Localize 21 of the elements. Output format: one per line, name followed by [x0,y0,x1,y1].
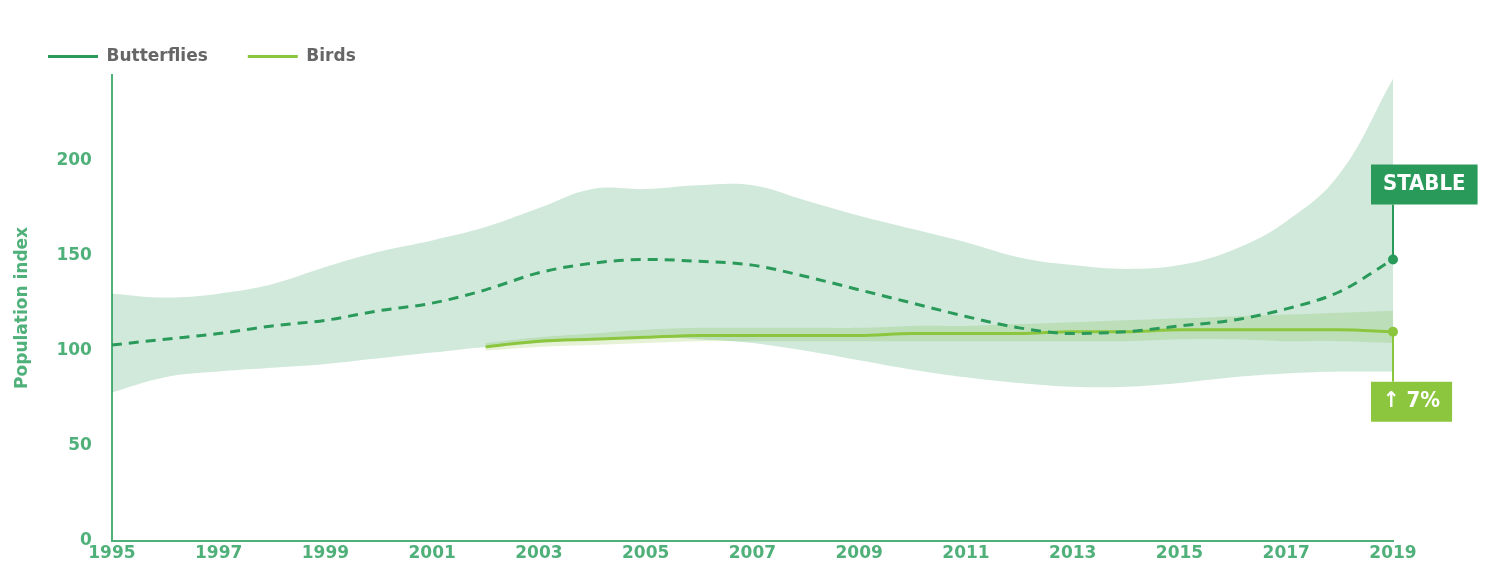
x-tick-label: 1997 [194,542,243,563]
x-tick-label: 2019 [1369,542,1417,563]
x-tick-label: 2015 [1155,542,1204,563]
y-tick-label: 200 [56,148,93,169]
y-tick-label: 100 [56,339,93,360]
x-tick-label: 2001 [408,542,456,563]
x-tick-label: 2005 [622,542,670,563]
y-tick-label: 50 [68,434,93,455]
y-axis-title: Population index [10,226,31,389]
x-tick-label: 2011 [942,542,990,563]
x-tick-label: 2017 [1262,542,1310,563]
x-tick-label: 2009 [835,542,883,563]
legend-label: Birds [306,44,356,65]
x-tick-label: 1999 [301,542,350,563]
x-tick-label: 2013 [1049,542,1097,563]
y-tick-label: 150 [56,244,93,265]
legend-label: Butterflies [106,44,208,65]
annotation: STABLE [1383,170,1466,196]
x-tick-label: 2003 [515,542,563,563]
x-tick-label: 2007 [728,542,777,563]
annotation: ↑ 7% [1383,387,1441,413]
